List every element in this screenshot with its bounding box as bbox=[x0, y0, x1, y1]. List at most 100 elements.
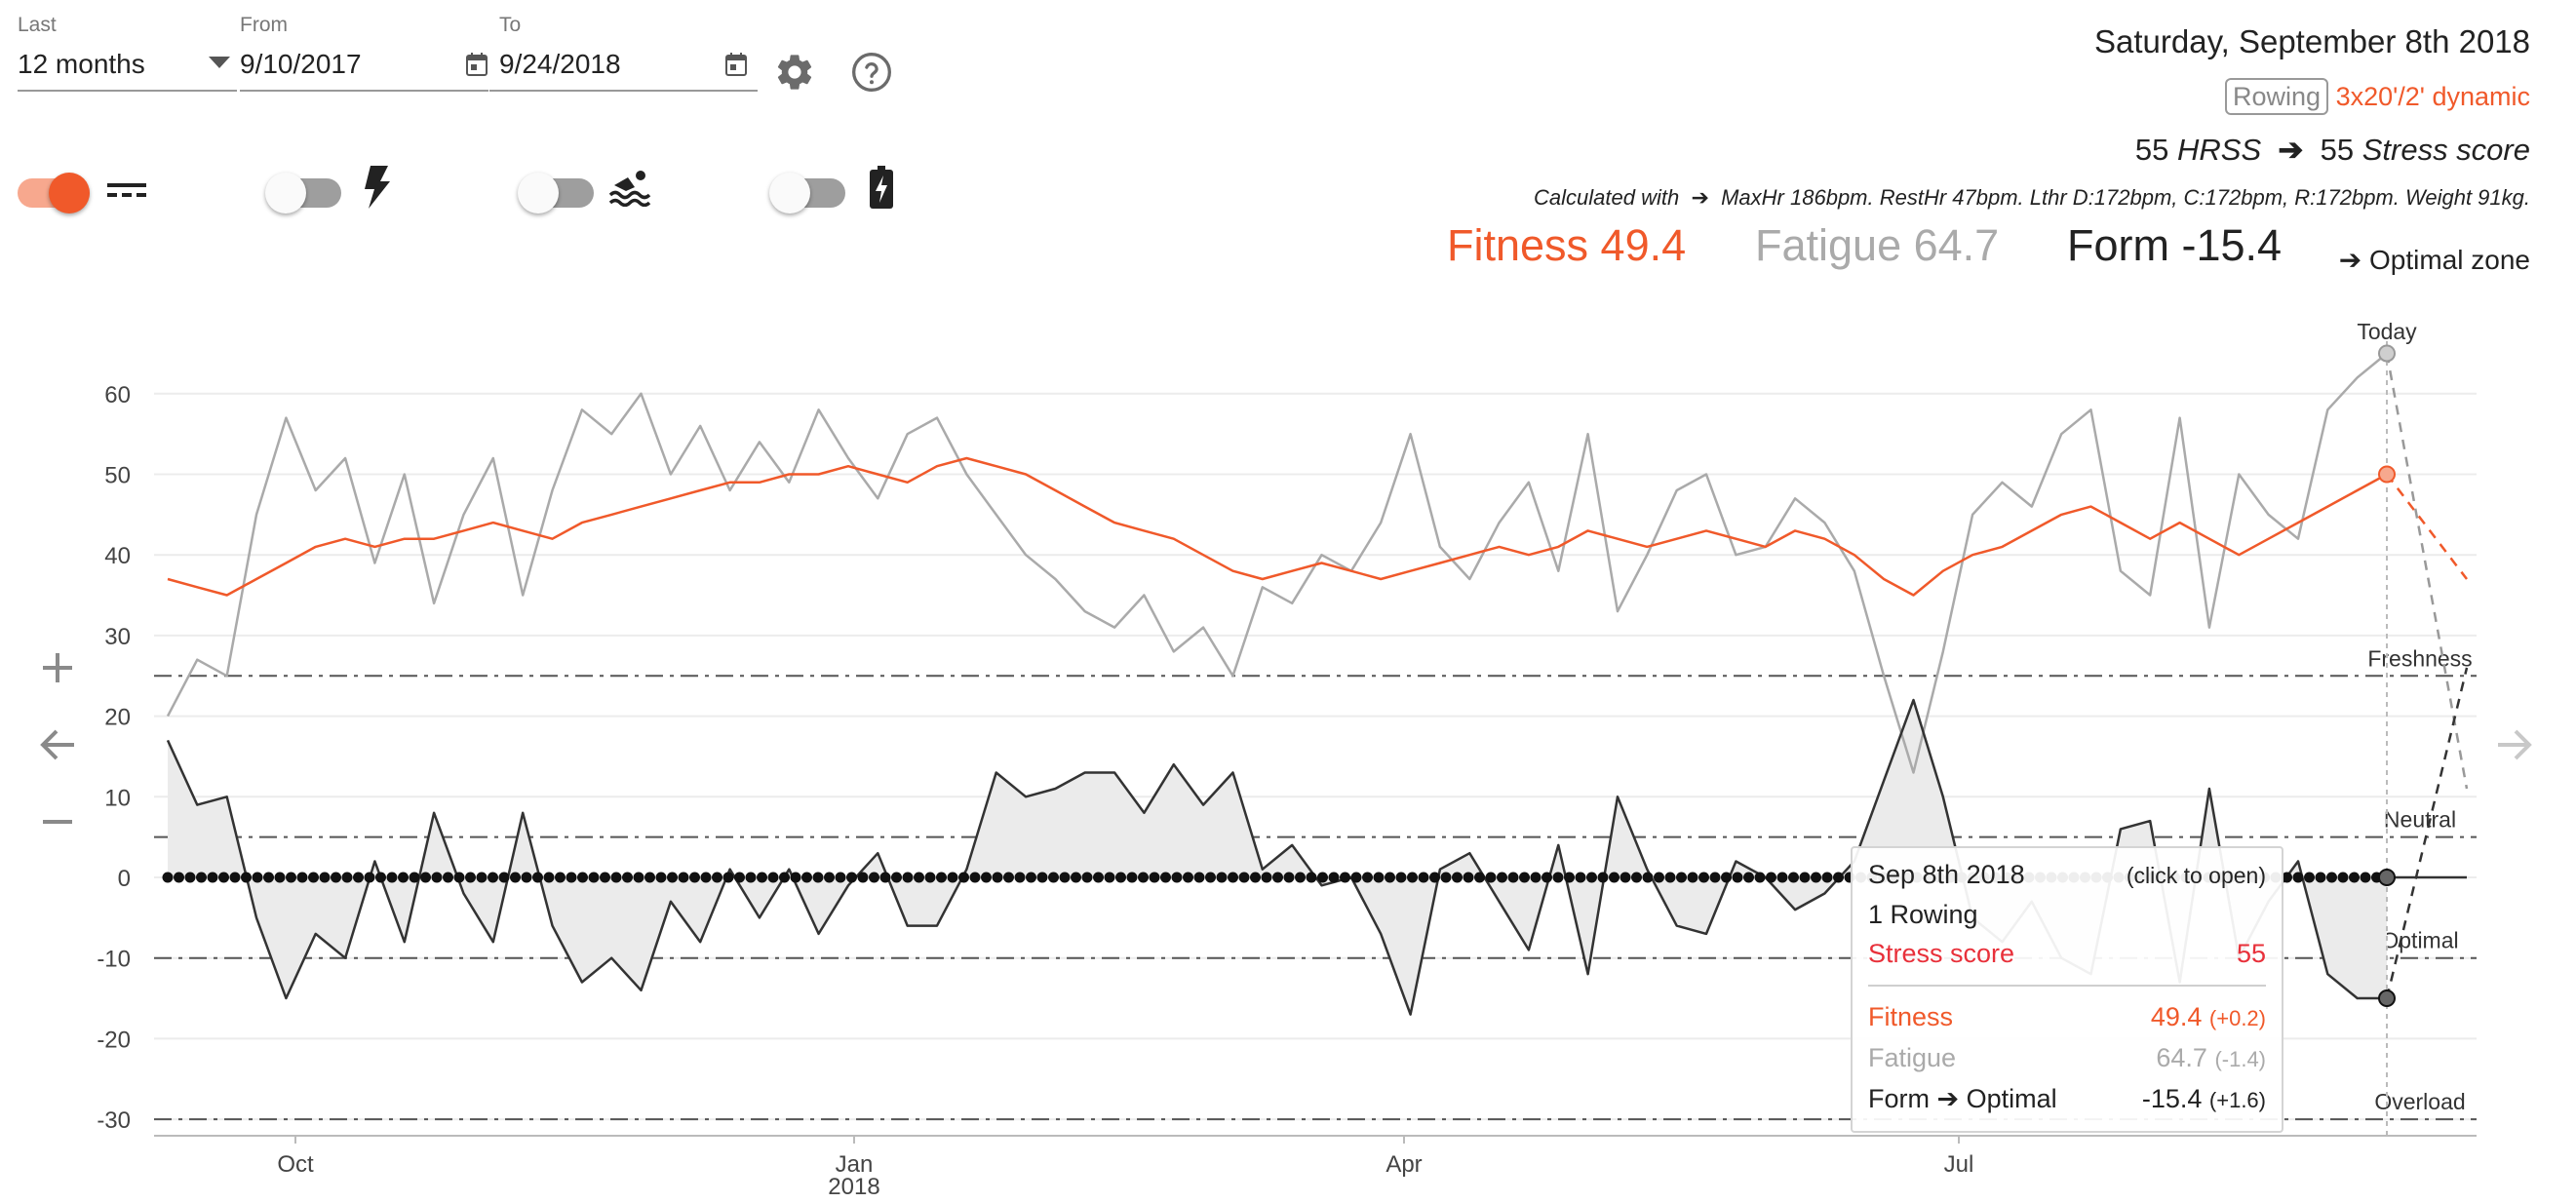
battery-toggle[interactable] bbox=[769, 173, 845, 213]
activity-dot[interactable] bbox=[263, 872, 274, 883]
activity-dot[interactable] bbox=[667, 872, 678, 883]
activity-dot[interactable] bbox=[1507, 872, 1519, 883]
activity-dot[interactable] bbox=[1586, 872, 1597, 883]
arrow-left-icon[interactable] bbox=[39, 729, 76, 760]
activity-dot[interactable] bbox=[196, 872, 207, 883]
activity-dot[interactable] bbox=[1160, 872, 1171, 883]
activity-dot[interactable] bbox=[1676, 872, 1687, 883]
activity-dot[interactable] bbox=[341, 872, 353, 883]
activity-dot[interactable] bbox=[1497, 872, 1507, 883]
swim-toggle[interactable] bbox=[518, 173, 594, 213]
activity-dot[interactable] bbox=[958, 872, 969, 883]
activity-dot[interactable] bbox=[1474, 872, 1485, 883]
activity-dot[interactable] bbox=[812, 872, 824, 883]
activity-dot[interactable] bbox=[1171, 872, 1183, 883]
activity-dot[interactable] bbox=[476, 872, 488, 883]
activity-dot[interactable] bbox=[1530, 872, 1542, 883]
activity-dot[interactable] bbox=[779, 872, 790, 883]
activity-dot[interactable] bbox=[992, 872, 1003, 883]
activity-dot[interactable] bbox=[398, 872, 409, 883]
activity-dot[interactable] bbox=[2337, 872, 2349, 883]
activity-dot[interactable] bbox=[981, 872, 992, 883]
activity-dot[interactable] bbox=[1698, 872, 1709, 883]
activity-dot[interactable] bbox=[633, 872, 644, 883]
activity-dot[interactable] bbox=[891, 872, 902, 883]
activity-dot[interactable] bbox=[488, 872, 498, 883]
plus-icon[interactable] bbox=[41, 651, 74, 684]
activity-dot[interactable] bbox=[218, 872, 229, 883]
activity-dot[interactable] bbox=[420, 872, 431, 883]
activity-dot[interactable] bbox=[1776, 872, 1788, 883]
activity-dot[interactable] bbox=[1350, 872, 1362, 883]
activity-dot[interactable] bbox=[2360, 872, 2371, 883]
activity-dot[interactable] bbox=[734, 872, 745, 883]
activity-dot[interactable] bbox=[1385, 872, 1395, 883]
activity-dot[interactable] bbox=[2326, 872, 2337, 883]
activity-dot[interactable] bbox=[1407, 872, 1418, 883]
activity-dot[interactable] bbox=[1732, 872, 1743, 883]
activity-dot[interactable] bbox=[1149, 872, 1160, 883]
minus-icon[interactable] bbox=[41, 805, 74, 838]
tooltip-open-hint[interactable]: (click to open) bbox=[2126, 863, 2266, 888]
activity-dot[interactable] bbox=[1071, 872, 1081, 883]
activity-dot[interactable] bbox=[1317, 872, 1328, 883]
activity-dot[interactable] bbox=[678, 872, 689, 883]
activity-dot[interactable] bbox=[610, 872, 622, 883]
activity-dot[interactable] bbox=[2315, 872, 2326, 883]
activity-dot[interactable] bbox=[241, 872, 252, 883]
activity-dot[interactable] bbox=[555, 872, 566, 883]
activity-dot[interactable] bbox=[1250, 872, 1261, 883]
activity-dot[interactable] bbox=[465, 872, 476, 883]
activity-dot[interactable] bbox=[936, 872, 947, 883]
activity-dot[interactable] bbox=[902, 872, 914, 883]
activity-dot[interactable] bbox=[835, 872, 846, 883]
activity-dot[interactable] bbox=[600, 872, 610, 883]
activity-dot[interactable] bbox=[1440, 872, 1452, 883]
dashed-lines-toggle[interactable] bbox=[18, 173, 90, 213]
activity-dot[interactable] bbox=[1452, 872, 1463, 883]
activity-dot[interactable] bbox=[207, 872, 218, 883]
activity-line[interactable]: Rowing 3x20'/2' dynamic bbox=[2225, 78, 2530, 115]
activity-dot[interactable] bbox=[1811, 872, 1821, 883]
activity-dot[interactable] bbox=[1138, 872, 1149, 883]
activity-dot[interactable] bbox=[1463, 872, 1474, 883]
activity-dot[interactable] bbox=[566, 872, 577, 883]
activity-dot[interactable] bbox=[1418, 872, 1429, 883]
activity-dot[interactable] bbox=[319, 872, 331, 883]
activity-dot[interactable] bbox=[1664, 872, 1676, 883]
activity-dot[interactable] bbox=[274, 872, 286, 883]
activity-dot[interactable] bbox=[331, 872, 341, 883]
activity-dot[interactable] bbox=[1104, 872, 1115, 883]
activity-dot[interactable] bbox=[914, 872, 924, 883]
activity-dot[interactable] bbox=[790, 872, 801, 883]
gear-icon[interactable] bbox=[773, 51, 816, 94]
activity-dot[interactable] bbox=[510, 872, 521, 883]
activity-dot[interactable] bbox=[1373, 872, 1385, 883]
activity-dot[interactable] bbox=[1552, 872, 1564, 883]
activity-dot[interactable] bbox=[521, 872, 532, 883]
activity-dot[interactable] bbox=[1597, 872, 1609, 883]
calendar-icon[interactable] bbox=[466, 53, 488, 76]
activity-dot[interactable] bbox=[296, 872, 308, 883]
activity-dot[interactable] bbox=[1272, 872, 1283, 883]
activity-dot[interactable] bbox=[532, 872, 543, 883]
activity-dot[interactable] bbox=[1183, 872, 1193, 883]
activity-dot[interactable] bbox=[712, 872, 722, 883]
activity-dot[interactable] bbox=[1205, 872, 1216, 883]
chevron-down-icon[interactable] bbox=[209, 57, 230, 70]
activity-dot[interactable] bbox=[1340, 872, 1350, 883]
activity-dot[interactable] bbox=[1754, 872, 1766, 883]
activity-dot[interactable] bbox=[443, 872, 453, 883]
activity-dot[interactable] bbox=[386, 872, 398, 883]
activity-dot[interactable] bbox=[1014, 872, 1026, 883]
activity-dot[interactable] bbox=[1026, 872, 1036, 883]
activity-dot[interactable] bbox=[1564, 872, 1575, 883]
activity-dot[interactable] bbox=[229, 872, 241, 883]
activity-dot[interactable] bbox=[1743, 872, 1754, 883]
activity-dot[interactable] bbox=[1283, 872, 1295, 883]
activity-dot[interactable] bbox=[846, 872, 857, 883]
activity-dot[interactable] bbox=[1519, 872, 1530, 883]
activity-dot[interactable] bbox=[453, 872, 465, 883]
activity-dot[interactable] bbox=[689, 872, 700, 883]
activity-dot[interactable] bbox=[1216, 872, 1228, 883]
